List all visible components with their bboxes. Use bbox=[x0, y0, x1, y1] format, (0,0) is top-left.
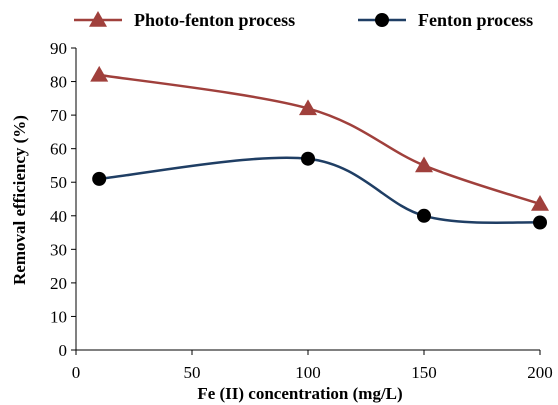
y-tick-label: 80 bbox=[50, 73, 67, 92]
y-axis-title: Removal efficiency (%) bbox=[10, 115, 29, 285]
data-point bbox=[417, 208, 431, 223]
y-tick-label: 0 bbox=[59, 341, 68, 360]
series-line bbox=[99, 156, 541, 224]
x-axis-title: Fe (II) concentration (mg/L) bbox=[197, 384, 402, 403]
legend-label: Fenton process bbox=[418, 10, 533, 30]
data-point bbox=[299, 99, 317, 116]
x-axis-ticks: 0 50 100 150 200 bbox=[72, 350, 553, 382]
y-tick-label: 10 bbox=[50, 307, 67, 326]
data-point bbox=[90, 65, 109, 82]
series-layer bbox=[90, 65, 549, 230]
y-tick-label: 90 bbox=[50, 39, 67, 58]
data-point bbox=[415, 156, 433, 173]
legend-label: Photo-fenton process bbox=[134, 10, 295, 30]
series-line bbox=[99, 73, 541, 206]
data-point bbox=[92, 171, 107, 186]
y-tick-label: 60 bbox=[50, 140, 67, 159]
x-tick-label: 50 bbox=[184, 363, 201, 382]
y-tick-label: 20 bbox=[50, 274, 67, 293]
y-axis-ticks: 0 10 20 30 40 50 60 70 80 90 bbox=[50, 39, 76, 360]
series-photo-fenton bbox=[90, 65, 549, 211]
legend: Photo-fenton process Fenton process bbox=[74, 10, 533, 30]
x-tick-label: 0 bbox=[72, 363, 81, 382]
series-fenton bbox=[92, 151, 547, 230]
x-tick-label: 150 bbox=[411, 363, 437, 382]
y-tick-label: 30 bbox=[50, 240, 67, 259]
data-point bbox=[533, 215, 547, 230]
data-point bbox=[301, 151, 315, 166]
x-tick-label: 200 bbox=[527, 363, 553, 382]
data-point bbox=[531, 195, 549, 211]
x-tick-label: 100 bbox=[295, 363, 321, 382]
legend-marker bbox=[375, 13, 389, 27]
y-tick-label: 70 bbox=[50, 106, 67, 125]
legend-item: Fenton process bbox=[358, 10, 533, 30]
y-tick-label: 50 bbox=[50, 173, 67, 192]
y-tick-label: 40 bbox=[50, 207, 67, 226]
legend-item: Photo-fenton process bbox=[74, 10, 295, 30]
legend-marker bbox=[89, 11, 107, 27]
